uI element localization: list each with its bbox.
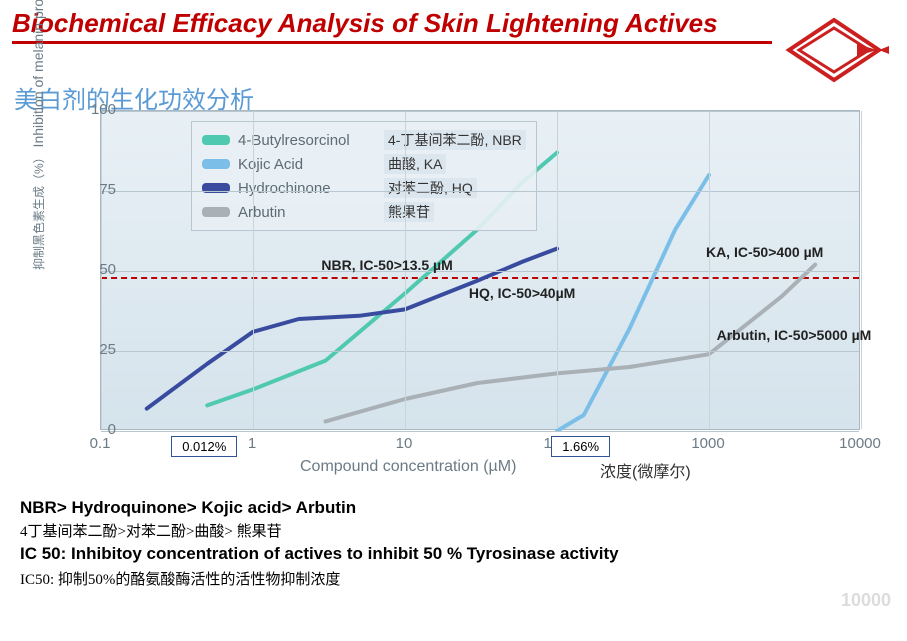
- x-tick: 10: [396, 435, 413, 452]
- page-title: Biochemical Efficacy Analysis of Skin Li…: [12, 8, 772, 44]
- chart-annotation: HQ, IC-50>40µM: [469, 285, 576, 301]
- legend-item-hq: Hydrochinone 对苯二酚, HQ: [202, 176, 526, 200]
- efficacy-chart: 4-Butylresorcinol4-丁基间苯二酚, NBRKojic Acid…: [40, 110, 880, 470]
- x-tick: 0.1: [90, 435, 111, 452]
- x-tick: 1: [248, 435, 256, 452]
- legend-label-cn: 曲酸, KA: [384, 154, 446, 174]
- y-tick: 100: [70, 101, 116, 118]
- ic50-def-cn: IC50: 抑制50%的酪氨酸酶活性的活性物抑制浓度: [20, 568, 340, 589]
- legend-label: Kojic Acid: [238, 156, 368, 173]
- ranking-cn: 4丁基间苯二酚>对苯二酚>曲酸> 熊果苷: [20, 520, 282, 541]
- legend-label: Arbutin: [238, 204, 368, 221]
- ghost-number: 10000: [841, 590, 891, 611]
- ranking-en: NBR> Hydroquinone> Kojic acid> Arbutin: [20, 498, 356, 518]
- title-bar: Biochemical Efficacy Analysis of Skin Li…: [12, 8, 895, 44]
- concentration-box-label: 1.66%: [551, 436, 610, 457]
- chart-annotation: KA, IC-50>400 µM: [706, 244, 823, 260]
- legend-swatch: [202, 159, 230, 169]
- plot-area: 4-Butylresorcinol4-丁基间苯二酚, NBRKojic Acid…: [100, 110, 860, 430]
- y-tick: 75: [70, 181, 116, 198]
- x-axis-label-en: Compound concentration (µM): [300, 458, 516, 476]
- ic50-def-en: IC 50: Inhibitoy concentration of active…: [20, 544, 619, 564]
- legend-swatch: [202, 135, 230, 145]
- y-axis-label: 抑制黑色素生成（%） Inhibition of melanin product…: [30, 0, 47, 270]
- y-tick: 50: [70, 261, 116, 278]
- legend-swatch: [202, 207, 230, 217]
- legend-item-ka: Kojic Acid 曲酸, KA: [202, 152, 526, 176]
- x-tick: 1000: [691, 435, 724, 452]
- legend-label-cn: 对苯二酚, HQ: [384, 178, 477, 198]
- y-tick: 25: [70, 341, 116, 358]
- x-axis-label-cn: 浓度(微摩尔): [600, 458, 691, 482]
- series-hq: [147, 249, 557, 409]
- chart-legend: 4-Butylresorcinol4-丁基间苯二酚, NBRKojic Acid…: [191, 121, 537, 231]
- series-ka: [557, 175, 709, 431]
- legend-item-arb: Arbutin 熊果苷: [202, 200, 526, 224]
- chart-annotation: NBR, IC-50>13.5 µM: [321, 257, 452, 273]
- legend-label-cn: 熊果苷: [384, 202, 434, 222]
- x-tick: 10000: [839, 435, 881, 452]
- legend-label: Hydrochinone: [238, 180, 368, 197]
- brand-logo: [779, 10, 889, 95]
- chart-annotation: Arbutin, IC-50>5000 µM: [717, 327, 872, 343]
- legend-label: 4-Butylresorcinol: [238, 132, 368, 149]
- legend-item-nbr: 4-Butylresorcinol4-丁基间苯二酚, NBR: [202, 128, 526, 152]
- concentration-box-label: 0.012%: [171, 436, 237, 457]
